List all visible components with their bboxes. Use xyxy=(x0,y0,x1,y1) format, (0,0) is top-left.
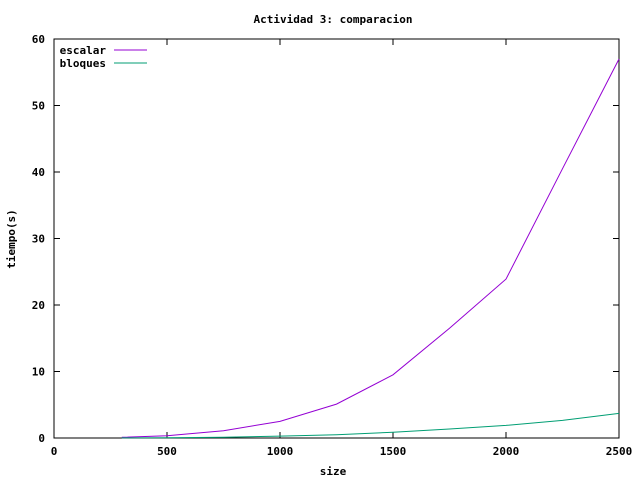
x-tick-label: 500 xyxy=(157,445,177,458)
series-line-escalar xyxy=(121,58,620,438)
y-tick-label: 40 xyxy=(32,166,45,179)
x-tick-label: 2500 xyxy=(606,445,633,458)
y-ticks: 0 10 20 30 40 50 60 xyxy=(32,33,619,445)
y-tick-label: 0 xyxy=(38,432,45,445)
y-tick-label: 20 xyxy=(32,299,45,312)
series-layer xyxy=(121,58,620,439)
x-tick-label: 1000 xyxy=(267,445,294,458)
chart-title: Actividad 3: comparacion xyxy=(254,13,413,26)
series-line-bloques xyxy=(121,412,620,439)
plot-frame xyxy=(53,38,620,439)
legend-label-bloques: bloques xyxy=(60,57,106,70)
y-tick-label: 60 xyxy=(32,33,45,46)
x-tick-label: 2000 xyxy=(493,445,520,458)
x-tick-label: 0 xyxy=(51,445,58,458)
x-axis-label: size xyxy=(320,465,347,478)
y-tick-label: 10 xyxy=(32,366,45,379)
x-tick-label: 1500 xyxy=(380,445,407,458)
y-axis-label: tiempo(s) xyxy=(5,209,18,269)
y-tick-label: 30 xyxy=(32,233,45,246)
legend-label-escalar: escalar xyxy=(60,44,107,57)
x-ticks: 0 500 1000 1500 2000 2500 xyxy=(51,39,633,458)
y-tick-label: 50 xyxy=(32,100,45,113)
